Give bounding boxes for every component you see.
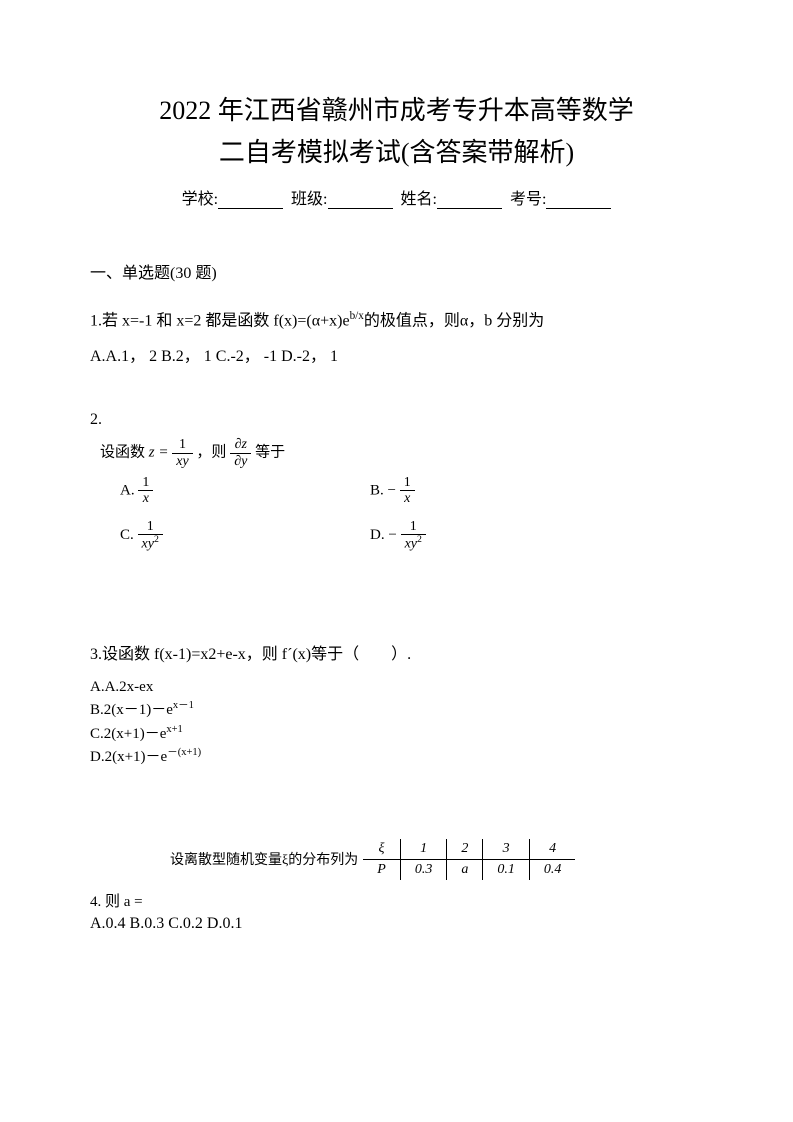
table-cell: 2 bbox=[447, 839, 483, 860]
name-blank bbox=[437, 191, 502, 209]
q3-option-d: D.2(x+1)－e－(x+1) bbox=[90, 745, 703, 769]
distribution-table: ξ 1 2 3 4 P 0.3 a 0.1 0.4 bbox=[363, 839, 575, 880]
q3-option-c: C.2(x+1)－ex+1 bbox=[90, 722, 703, 746]
q3-option-a: A.A.2x-ex bbox=[90, 676, 703, 699]
q2-optD-neg: − bbox=[388, 527, 400, 543]
q2-stem-suffix: 等于 bbox=[255, 444, 285, 460]
q2-stem-prefix: 设函数 bbox=[100, 444, 145, 460]
q2-optA-label: A. bbox=[120, 482, 135, 498]
title-line-1: 2022 年江西省赣州市成考专升本高等数学 bbox=[159, 96, 634, 125]
question-4-line: 4. 则 a = bbox=[90, 890, 703, 911]
q2-optD-frac: 1xy2 bbox=[401, 519, 426, 552]
q2-options: A. 1x B. − 1x C. 1xy2 D. − 1xy2 bbox=[120, 475, 703, 552]
name-label: 姓名: bbox=[401, 191, 437, 208]
q3-options: A.A.2x-ex B.2(x－1)－ex－1 C.2(x+1)－ex+1 D.… bbox=[90, 676, 703, 769]
question-3: 3.设函数 f(x-1)=x2+e-x，则 f´(x)等于（ ）. bbox=[90, 642, 703, 668]
q2-option-b: B. − 1x bbox=[370, 475, 570, 507]
q2-option-d: D. − 1xy2 bbox=[370, 519, 570, 552]
student-info-line: 学校: 班级: 姓名: 考号: bbox=[90, 185, 703, 209]
id-label: 考号: bbox=[510, 191, 546, 208]
q2-optB-frac: 1x bbox=[400, 475, 415, 507]
q1-text-before: 1.若 x=-1 和 x=2 都是函数 f(x)=(α+x)e bbox=[90, 313, 350, 330]
table-cell: 0.4 bbox=[529, 859, 575, 880]
table-cell: 0.1 bbox=[483, 859, 530, 880]
question-1: 1.若 x=-1 和 x=2 都是函数 f(x)=(α+x)eb/x的极值点，则… bbox=[90, 308, 703, 334]
q1-text-after: 的极值点，则α，b 分别为 bbox=[364, 313, 544, 330]
table-cell: 0.3 bbox=[400, 859, 447, 880]
table-cell: 4 bbox=[529, 839, 575, 860]
q4-table-section: 设离散型随机变量ξ的分布列为 ξ 1 2 3 4 P 0.3 a 0.1 0.4 bbox=[170, 839, 703, 880]
q4-table-label: 设离散型随机变量ξ的分布列为 bbox=[170, 849, 358, 869]
question-2-number: 2. bbox=[90, 411, 703, 429]
class-blank bbox=[328, 191, 393, 209]
q2-option-c: C. 1xy2 bbox=[120, 519, 370, 552]
q4-options: A.0.4 B.0.3 C.0.2 D.0.1 bbox=[90, 915, 703, 933]
id-blank bbox=[546, 191, 611, 209]
q3-option-b: B.2(x－1)－ex－1 bbox=[90, 698, 703, 722]
school-blank bbox=[218, 191, 283, 209]
table-data-row: P 0.3 a 0.1 0.4 bbox=[363, 859, 575, 880]
q2-optD-label: D. bbox=[370, 527, 385, 543]
q2-stem: 设函数 z = 1xy ，则 ∂z∂y 等于 bbox=[100, 437, 703, 469]
table-header-row: ξ 1 2 3 4 bbox=[363, 839, 575, 860]
table-cell: P bbox=[363, 859, 400, 880]
q2-option-a: A. 1x bbox=[120, 475, 370, 507]
q2-optC-frac: 1xy2 bbox=[138, 519, 163, 552]
q2-optC-label: C. bbox=[120, 527, 134, 543]
q1-options: A.A.1， 2 B.2， 1 C.-2， -1 D.-2， 1 bbox=[90, 342, 703, 366]
q2-optA-frac: 1x bbox=[138, 475, 153, 507]
q2-optB-neg: − bbox=[388, 482, 400, 498]
title-line-2: 二自考模拟考试(含答案带解析) bbox=[219, 138, 574, 167]
school-label: 学校: bbox=[182, 191, 218, 208]
q2-stem-mid: ，则 bbox=[196, 444, 226, 460]
exam-title: 2022 年江西省赣州市成考专升本高等数学 二自考模拟考试(含答案带解析) bbox=[90, 90, 703, 173]
section-1-header: 一、单选题(30 题) bbox=[90, 259, 703, 283]
q2-frac-1: 1xy bbox=[172, 437, 192, 469]
table-cell: ξ bbox=[363, 839, 400, 860]
table-cell: 1 bbox=[400, 839, 447, 860]
q2-partial-frac: ∂z∂y bbox=[230, 437, 251, 469]
table-cell: 3 bbox=[483, 839, 530, 860]
class-label: 班级: bbox=[291, 191, 327, 208]
q2-optB-label: B. bbox=[370, 482, 384, 498]
table-cell: a bbox=[447, 859, 483, 880]
q1-superscript: b/x bbox=[350, 310, 364, 322]
q2-z-var: z = bbox=[149, 444, 172, 460]
